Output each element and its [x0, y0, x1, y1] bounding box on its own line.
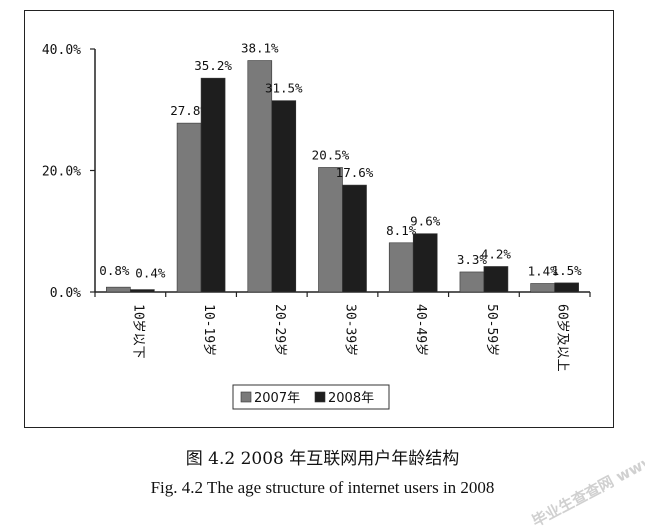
data-label: 17.6% [336, 165, 374, 180]
bar-2008 [130, 289, 155, 293]
legend-box [232, 384, 390, 410]
bar-2008 [342, 184, 367, 293]
bar-2007 [530, 283, 555, 293]
data-label: 4.2% [481, 246, 512, 261]
category-label: 40-49岁 [413, 304, 428, 356]
data-label: 1.4% [528, 263, 559, 278]
data-label: 20.5% [312, 147, 350, 162]
chart-frame: 0.0% 20.0% 40.0% 0.8% 27.8% 38.1% 20.5% 8.1% 3.3… [24, 10, 614, 428]
data-label: 1.5% [552, 263, 583, 278]
bar-2007 [176, 122, 202, 293]
data-label: 8.1% [386, 223, 417, 238]
data-label: 31.5% [265, 81, 303, 96]
data-label: 0.8% [99, 263, 130, 278]
bar-2007 [106, 286, 131, 293]
data-label: 27.8% [170, 103, 208, 118]
figure-caption-chinese: 图 4.2 2008 年互联网用户年龄结构 [185, 449, 460, 469]
bar-2008 [200, 77, 226, 293]
legend-label: 2007年 [254, 391, 300, 406]
legend-label: 2008年 [328, 391, 374, 406]
category-label: 50-59岁 [484, 304, 499, 356]
category-label: 30-39岁 [343, 304, 358, 356]
figure-caption-english: Fig. 4.2 The age structure of internet u… [150, 478, 495, 497]
y-tick-label: 40.0% [42, 43, 81, 58]
data-label: 38.1% [241, 41, 279, 56]
category-label: 20-29岁 [272, 304, 287, 356]
bar-2007 [459, 271, 485, 293]
data-label: 0.4% [135, 266, 166, 281]
data-label: 9.6% [410, 214, 441, 229]
category-label: 10岁以下 [130, 304, 145, 359]
bar-2007 [318, 167, 343, 293]
bar-2008 [412, 233, 438, 293]
bar-2008 [554, 282, 579, 293]
y-tick-label: 20.0% [42, 165, 81, 180]
chart-svg: 0.0% 20.0% 40.0% 0.8% 27.8% 38.1% 20.5% 8.1% 3.3… [42, 41, 591, 410]
data-label: 35.2% [194, 58, 232, 73]
bar-2007 [388, 242, 414, 293]
y-tick-label: 0.0% [50, 286, 81, 301]
legend-swatch [240, 391, 252, 403]
bar-2008 [483, 266, 509, 293]
category-label: 60岁及以上 [555, 304, 570, 372]
category-label: 10-19岁 [201, 304, 216, 356]
data-label: 3.3% [457, 252, 488, 267]
bar-2008 [271, 100, 297, 293]
legend-swatch [314, 391, 326, 403]
